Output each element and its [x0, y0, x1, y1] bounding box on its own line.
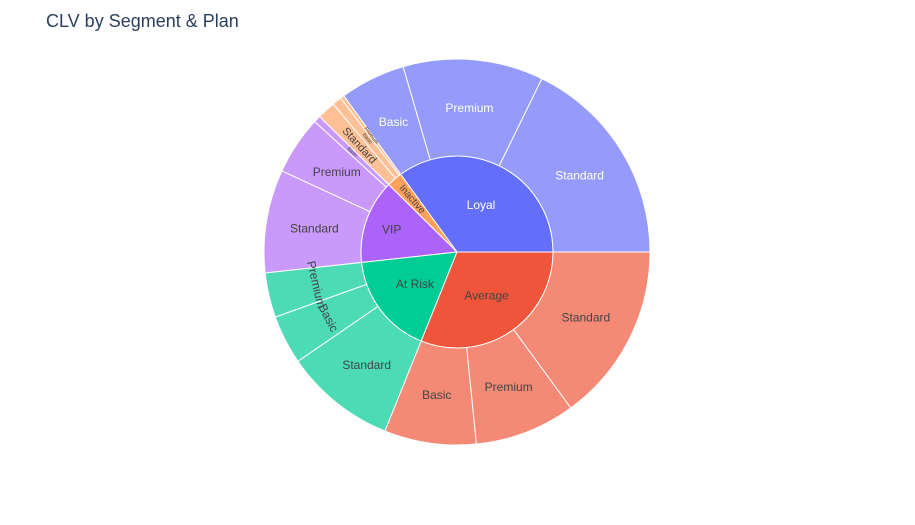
inner-ring: [360, 155, 554, 349]
outer-ring: [263, 58, 651, 446]
outer-slice-average-standard[interactable]: [512, 251, 651, 409]
outer-slice-loyal-standard[interactable]: [498, 77, 651, 253]
chart-title: CLV by Segment & Plan: [46, 11, 239, 31]
